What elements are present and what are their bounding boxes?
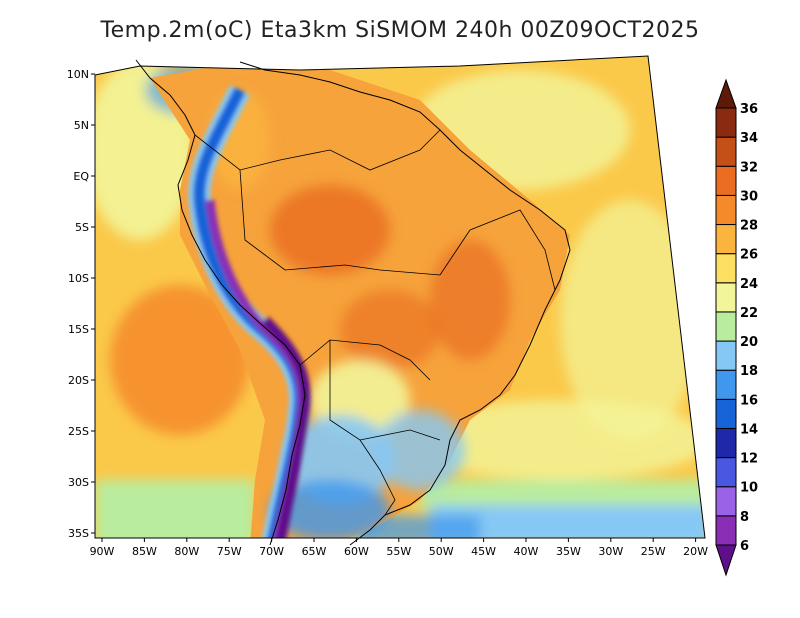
lat-tick-label: 30S	[68, 476, 89, 489]
colorbar-segment	[715, 369, 737, 400]
map-title: Temp.2m(oC) Eta3km SiSMOM 240h 00Z09OCT2…	[100, 18, 700, 43]
colorbar-segment	[715, 311, 737, 342]
coastline	[135, 59, 571, 546]
lat-tick-label: 20S	[68, 374, 89, 387]
colorbar-label: 18	[740, 364, 758, 379]
lat-tick-label: 35S	[68, 527, 89, 540]
lon-tick-label: 30W	[598, 545, 623, 558]
lon-tick-label: 20W	[683, 545, 708, 558]
lon-tick-label: 40W	[514, 545, 539, 558]
lon-tick-label: 75W	[217, 545, 242, 558]
temperature-field	[95, 56, 705, 538]
colorbar-segment	[715, 165, 737, 196]
colorbar-label: 22	[740, 306, 758, 321]
colorbar-label: 32	[740, 160, 758, 175]
colorbar-label: 14	[740, 422, 758, 437]
lon-tick-label: 60W	[344, 545, 369, 558]
lon-tick-label: 80W	[174, 545, 199, 558]
colorbar-segment	[715, 282, 737, 313]
colorbar-segment	[715, 194, 737, 226]
lat-tick-label: 25S	[68, 425, 89, 438]
lon-tick-label: 65W	[302, 545, 327, 558]
colorbar-label: 34	[740, 131, 758, 146]
colorbar-min-arrow	[715, 544, 737, 577]
colorbar-segment	[715, 253, 737, 284]
colorbar-segment	[715, 486, 737, 517]
colorbar-label: 6	[740, 539, 749, 554]
colorbar-label: 16	[740, 393, 758, 408]
colorbar-segment	[715, 427, 737, 459]
lon-tick-label: 50W	[429, 545, 454, 558]
longitude-axis: 90W 85W 80W 75W 70W 65W 60W 55W 50W 45W 40W 35W 30W 2…	[90, 538, 708, 558]
colorbar-segment	[715, 107, 737, 138]
colorbar-label: 20	[740, 335, 758, 350]
lat-tick-label: EQ	[73, 170, 89, 183]
colorbar: 6 8 10 12 14 16 18 20 22 24 26 28 30 32 34 36	[715, 78, 758, 577]
lon-tick-label: 45W	[471, 545, 496, 558]
colorbar-label: 36	[740, 102, 758, 117]
latitude-axis: 10N 5N EQ 5S 10S 15S 20S 25S 30S 35S	[67, 68, 95, 540]
lon-tick-label: 70W	[259, 545, 284, 558]
lon-tick-label: 55W	[386, 545, 411, 558]
colorbar-label: 28	[740, 219, 758, 234]
lat-tick-label: 10N	[67, 68, 89, 81]
colorbar-label: 26	[740, 248, 758, 263]
country-borders	[194, 129, 556, 516]
colorbar-segment	[715, 340, 737, 371]
colorbar-segment	[715, 136, 737, 167]
lon-tick-label: 85W	[132, 545, 157, 558]
colorbar-label: 8	[740, 510, 749, 525]
colorbar-label: 10	[740, 481, 758, 496]
lon-tick-label: 90W	[90, 545, 115, 558]
lat-tick-label: 10S	[68, 272, 89, 285]
colorbar-label: 12	[740, 452, 758, 467]
colorbar-segment	[715, 398, 737, 429]
colorbar-label: 24	[740, 277, 758, 292]
colorbar-segment	[715, 457, 737, 488]
lat-tick-label: 5S	[75, 221, 89, 234]
colorbar-segment	[715, 515, 737, 546]
colorbar-label: 30	[740, 189, 758, 204]
colorbar-segment	[715, 224, 737, 255]
lon-tick-label: 25W	[641, 545, 666, 558]
lat-tick-label: 15S	[68, 323, 89, 336]
colorbar-max-arrow	[715, 78, 737, 109]
lat-tick-label: 5N	[74, 119, 89, 132]
lon-tick-label: 35W	[556, 545, 581, 558]
